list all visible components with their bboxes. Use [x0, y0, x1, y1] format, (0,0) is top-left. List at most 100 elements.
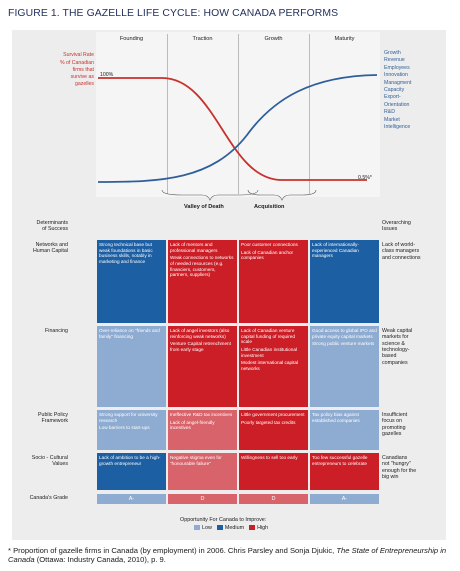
right-axis-item: Employees [384, 64, 410, 71]
row-issue-line: Weak capital [382, 328, 413, 334]
legend-swatch [194, 525, 200, 531]
determinant-cell: Over-reliance on "friends and family" fi… [97, 326, 166, 407]
legend-label: Medium [224, 525, 245, 531]
acquisition-brace [247, 189, 317, 201]
grade-cell: D [168, 494, 237, 504]
stage-label-founding: Founding [119, 36, 144, 42]
growth-curve [97, 74, 378, 183]
row-issue-line: and connections [382, 254, 421, 261]
cell-text: Lack of mentors and professional manager… [170, 242, 218, 253]
row-issue-line: Lack of world- [382, 242, 415, 248]
acquisition-label: Acquisition [254, 204, 285, 210]
end-percent-label: 0.5%* [358, 175, 372, 181]
cell-text: Lack of ambition to be a high-growth ent… [99, 455, 161, 466]
figure-title: FIGURE 1. THE GAZELLE LIFE CYCLE: HOW CA… [8, 8, 339, 19]
row-issue: Weak capital markets for science & technolo… [382, 328, 442, 366]
footnote: * Proportion of gazelle firms in Canada … [8, 546, 452, 565]
right-axis-item: Innovation [384, 72, 408, 79]
row-label-line: Values [52, 461, 68, 468]
cell-text: Negative stigma even for "honourable fai… [170, 455, 222, 466]
footnote-suffix: (Ottawa: Industry Canada, 2010), p. 9. [34, 555, 166, 565]
survival-desc-1: % of Canadian [59, 60, 94, 66]
row-issue: Insufficient focus on promoting gazelles [382, 412, 442, 437]
legend-swatch [216, 525, 223, 531]
legend-title: Opportunity For Canada to Improve: [180, 517, 267, 523]
right-axis-item: Orientation [384, 101, 410, 108]
legend-label: High [257, 525, 269, 531]
cell-text: Low barriers to start-ups [99, 425, 150, 431]
cell-text: Lack of internationally-experienced Cana… [312, 242, 359, 259]
determinant-cell: Strong support for university research Lo… [97, 410, 166, 450]
row-issue-line: Insufficient [382, 412, 408, 418]
cell-text: Poor customer connections [241, 242, 298, 247]
cell-text: Strong support for university research [99, 412, 158, 423]
cell-text: Lack of angel-friendly incentives [170, 419, 215, 431]
survival-desc-4: gazelles [74, 81, 94, 87]
cell-text: Strong public venture markets [312, 341, 375, 347]
right-axis-item: Growth [384, 50, 401, 56]
cell-text: Good access to global IPO and private eq… [312, 328, 377, 339]
row-label-line: Framework [41, 418, 69, 425]
cell-text: Little government procurement [241, 412, 305, 417]
grade-cell: A- [310, 494, 379, 504]
right-axis-item: Intelligence [384, 124, 411, 130]
row-issue-line: enough for the [382, 467, 417, 474]
row-issue-line: big win [382, 474, 399, 481]
determinant-cell: Tax policy bias against established comp… [310, 410, 379, 450]
row-issue: Lack of world-class managers and connecti… [382, 242, 442, 261]
valley-brace [161, 189, 259, 201]
row-issue-line: focus on [382, 418, 403, 425]
determinant-cell: Lack of Canadian venture capital funding… [239, 326, 308, 407]
row-issue-line: science & [382, 340, 405, 347]
determinant-cell: Willingness to sell too early [239, 453, 308, 490]
row-label: Financing [18, 328, 68, 334]
row-issue: Canadians not "hungry" enough for the big w… [382, 455, 442, 480]
determinant-cell: Lack of internationally-experienced Cana… [310, 240, 379, 323]
row-issue-line: gazelles [382, 431, 402, 438]
cell-text: Venture Capital retrenchment from early … [170, 341, 231, 352]
right-axis-item: Market [384, 116, 400, 123]
survival-desc-2: firms that [72, 67, 94, 73]
survival-desc-3: survive as [70, 74, 94, 80]
determinant-cell: Too few successful gazelle entrepreneurs… [310, 453, 379, 490]
determinant-cell: Ineffective R&D tax incentives Lack of an… [168, 410, 237, 450]
row-issue-line: promoting [382, 424, 406, 431]
footnote-title: The State of Entrepreneurship in Canada [8, 546, 447, 565]
row-issue-line: companies [382, 359, 408, 366]
right-axis-item: Export- [384, 94, 401, 101]
stage-divider [309, 34, 310, 194]
determinant-cell: Strong technical base but weak foundatio… [97, 240, 166, 323]
determinant-cell: Poor customer connections Lack of Canadia… [239, 240, 308, 323]
row-label-line: Networks and [35, 242, 68, 248]
legend-label: Low [202, 525, 212, 531]
row-label-line: Public Policy [37, 412, 68, 418]
cell-text: Little Canadian institutional investment [241, 346, 298, 358]
stage-divider [167, 34, 168, 194]
diagram-panel: Founding Traction Growth Maturity Survival … [12, 30, 446, 540]
row-label: Public Policy Framework [18, 412, 68, 425]
valley-of-death-label: Valley of Death [184, 204, 224, 210]
start-percent-label: 100% [100, 72, 114, 78]
footnote-prefix: * Proportion of gazelle firms in Canada … [8, 546, 337, 555]
legend: Low Medium High [194, 525, 273, 531]
cell-text: Ineffective R&D tax incentives [170, 412, 233, 417]
cell-text: Lack of Canadian anchor companies [241, 249, 294, 261]
legend-swatch [249, 525, 256, 531]
cell-text: Over-reliance on "friends and family" fi… [99, 328, 160, 339]
determinant-cell: Lack of ambition to be a high-growth ent… [97, 453, 166, 490]
grade-cell: A- [97, 494, 166, 504]
determinant-cell: Good access to global IPO and private eq… [310, 326, 379, 407]
cell-text: Strong technical base but weak foundatio… [99, 242, 153, 264]
row-label-line: Financing [45, 328, 68, 334]
cell-text: Tax policy bias against established comp… [312, 412, 360, 423]
grade-cell: D [239, 494, 308, 504]
row-issue-line: based [382, 353, 397, 360]
grade-row-label: Canada's Grade [29, 495, 68, 501]
life-cycle-curves [97, 74, 378, 201]
issues-header: Overarching Issues [382, 220, 411, 233]
cell-text: Too few successful gazelle entrepreneurs… [312, 455, 368, 466]
row-issue-line: class managers [382, 248, 420, 255]
cell-text: Poorly targeted tax credits [241, 419, 296, 425]
row-issue-line: not "hungry" [382, 461, 411, 468]
cell-text: Weak connections to networks of needed r… [170, 255, 234, 278]
